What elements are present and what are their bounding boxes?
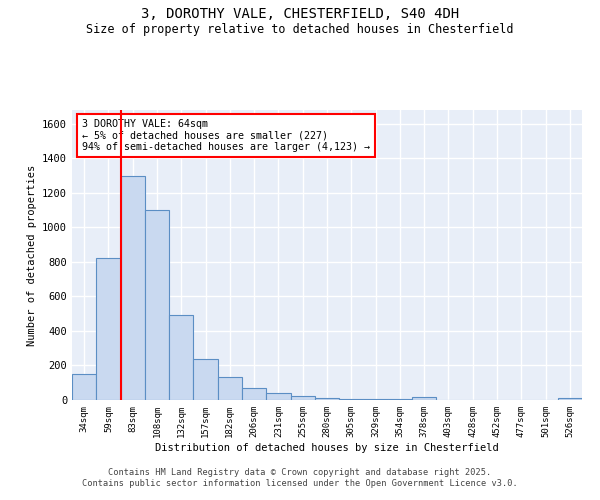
Bar <box>364 399 388 400</box>
Bar <box>72 374 96 400</box>
Bar <box>145 210 169 400</box>
Bar <box>339 399 364 400</box>
Text: 3, DOROTHY VALE, CHESTERFIELD, S40 4DH: 3, DOROTHY VALE, CHESTERFIELD, S40 4DH <box>141 8 459 22</box>
Text: Contains HM Land Registry data © Crown copyright and database right 2025.
Contai: Contains HM Land Registry data © Crown c… <box>82 468 518 487</box>
Bar <box>315 398 339 400</box>
Bar <box>169 316 193 400</box>
Bar <box>96 258 121 400</box>
Y-axis label: Number of detached properties: Number of detached properties <box>26 164 37 346</box>
Bar <box>193 360 218 400</box>
Bar <box>121 176 145 400</box>
Bar <box>266 393 290 400</box>
Bar <box>218 376 242 400</box>
Bar <box>412 398 436 400</box>
Bar <box>290 396 315 400</box>
Bar <box>242 388 266 400</box>
Bar <box>558 398 582 400</box>
Text: 3 DOROTHY VALE: 64sqm
← 5% of detached houses are smaller (227)
94% of semi-deta: 3 DOROTHY VALE: 64sqm ← 5% of detached h… <box>82 118 370 152</box>
Bar <box>388 399 412 400</box>
X-axis label: Distribution of detached houses by size in Chesterfield: Distribution of detached houses by size … <box>155 442 499 452</box>
Text: Size of property relative to detached houses in Chesterfield: Size of property relative to detached ho… <box>86 22 514 36</box>
